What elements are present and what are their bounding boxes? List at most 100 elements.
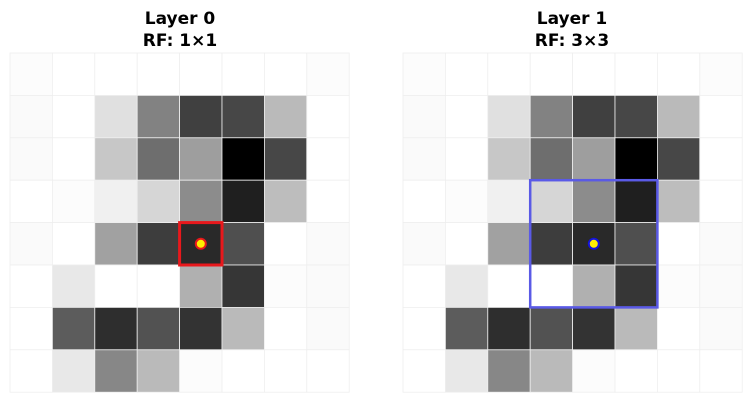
- receptive-field-box: [178, 221, 224, 267]
- heatmap-cell: [572, 264, 616, 308]
- heatmap-cell: [263, 306, 308, 351]
- heatmap-cell: [529, 349, 574, 393]
- heatmap-cell: [9, 52, 53, 96]
- heatmap-cell: [221, 95, 265, 139]
- heatmap-cell: [94, 52, 138, 96]
- heatmap-cell: [136, 179, 180, 223]
- heatmap-cell: [487, 95, 531, 139]
- heatmap-cell: [699, 222, 743, 266]
- heatmap-cell: [699, 349, 743, 393]
- target-point-marker: [194, 237, 207, 250]
- heatmap-cell: [52, 264, 96, 308]
- heatmap-cell: [614, 179, 658, 223]
- heatmap-cell: [9, 95, 53, 139]
- heatmap-cell: [657, 52, 701, 96]
- heatmap-cell: [221, 179, 265, 223]
- heatmap-cell: [9, 264, 53, 308]
- heatmap-cell: [402, 137, 446, 181]
- heatmap-cell: [52, 349, 96, 393]
- heatmap-cell: [572, 95, 616, 139]
- heatmap-cell: [306, 95, 350, 139]
- heatmap-cell: [263, 222, 308, 266]
- heatmap-cell: [136, 222, 180, 266]
- heatmap-cell: [657, 179, 701, 223]
- heatmap-cell: [136, 306, 180, 351]
- heatmap-cell: [52, 306, 96, 351]
- heatmap-cell: [614, 95, 658, 139]
- heatmap-cell: [699, 264, 743, 308]
- heatmap-cell: [306, 222, 350, 266]
- heatmap-cell: [614, 52, 658, 96]
- layer-1-panel: Layer 1 RF: 3×3: [402, 9, 743, 393]
- heatmap-cell: [487, 137, 531, 181]
- heatmap-cell: [529, 306, 574, 351]
- layer-0-subtitle: RF: 1×1: [143, 31, 217, 51]
- heatmap-cell: [444, 137, 489, 181]
- heatmap-cell: [263, 137, 308, 181]
- heatmap-cell: [179, 306, 223, 351]
- heatmap-cell: [572, 306, 616, 351]
- heatmap-cell: [221, 264, 265, 308]
- heatmap-cell: [444, 222, 489, 266]
- heatmap-cell: [263, 349, 308, 393]
- heatmap-cell: [444, 349, 489, 393]
- heatmap-cell: [306, 137, 350, 181]
- heatmap-cell: [487, 264, 531, 308]
- heatmap-cell: [699, 95, 743, 139]
- heatmap-cell: [9, 222, 53, 266]
- heatmap-cell: [306, 179, 350, 223]
- heatmap-cell: [136, 95, 180, 139]
- heatmap-cell: [9, 179, 53, 223]
- heatmap-cell: [657, 95, 701, 139]
- heatmap-cell: [221, 222, 265, 266]
- heatmap-cell: [529, 179, 574, 223]
- heatmap-cell: [402, 264, 446, 308]
- heatmap-cell: [529, 52, 574, 96]
- heatmap-cell: [179, 264, 223, 308]
- heatmap-cell: [402, 52, 446, 96]
- heatmap-cell: [52, 52, 96, 96]
- heatmap-cell: [614, 306, 658, 351]
- heatmap-cell: [221, 349, 265, 393]
- heatmap-cell: [9, 137, 53, 181]
- heatmap-cell: [614, 222, 658, 266]
- receptive-field-box: [528, 178, 659, 309]
- heatmap-cell: [657, 264, 701, 308]
- heatmap-cell: [614, 137, 658, 181]
- heatmap-cell: [221, 52, 265, 96]
- heatmap-cell: [572, 137, 616, 181]
- heatmap-cell: [136, 349, 180, 393]
- layer-1-heatmap: [402, 52, 743, 393]
- heatmap-cell: [657, 306, 701, 351]
- heatmap-cell: [402, 306, 446, 351]
- heatmap-cell: [529, 137, 574, 181]
- layer-1-title: Layer 1: [537, 9, 608, 29]
- heatmap-cell: [699, 179, 743, 223]
- heatmap-cell: [94, 137, 138, 181]
- heatmap-cell: [444, 52, 489, 96]
- heatmap-cell: [444, 264, 489, 308]
- heatmap-cell: [263, 52, 308, 96]
- heatmap-cell: [136, 264, 180, 308]
- heatmap-cell: [179, 349, 223, 393]
- layer-0-heatmap: [9, 52, 350, 393]
- heatmap-cell: [487, 179, 531, 223]
- heatmap-cell: [444, 179, 489, 223]
- heatmap-cell: [179, 52, 223, 96]
- heatmap-cell: [444, 95, 489, 139]
- heatmap-cell: [52, 179, 96, 223]
- heatmap-cell: [572, 52, 616, 96]
- target-point-marker: [587, 237, 600, 250]
- heatmap-cell: [529, 222, 574, 266]
- heatmap-cell: [263, 95, 308, 139]
- heatmap-cell: [487, 52, 531, 96]
- heatmap-cell: [263, 264, 308, 308]
- heatmap-cell: [402, 349, 446, 393]
- heatmap-cell: [221, 137, 265, 181]
- heatmap-cell: [52, 137, 96, 181]
- heatmap-cell: [94, 264, 138, 308]
- heatmap-cell: [657, 222, 701, 266]
- layer-0-title: Layer 0: [145, 9, 216, 29]
- heatmap-cell: [136, 137, 180, 181]
